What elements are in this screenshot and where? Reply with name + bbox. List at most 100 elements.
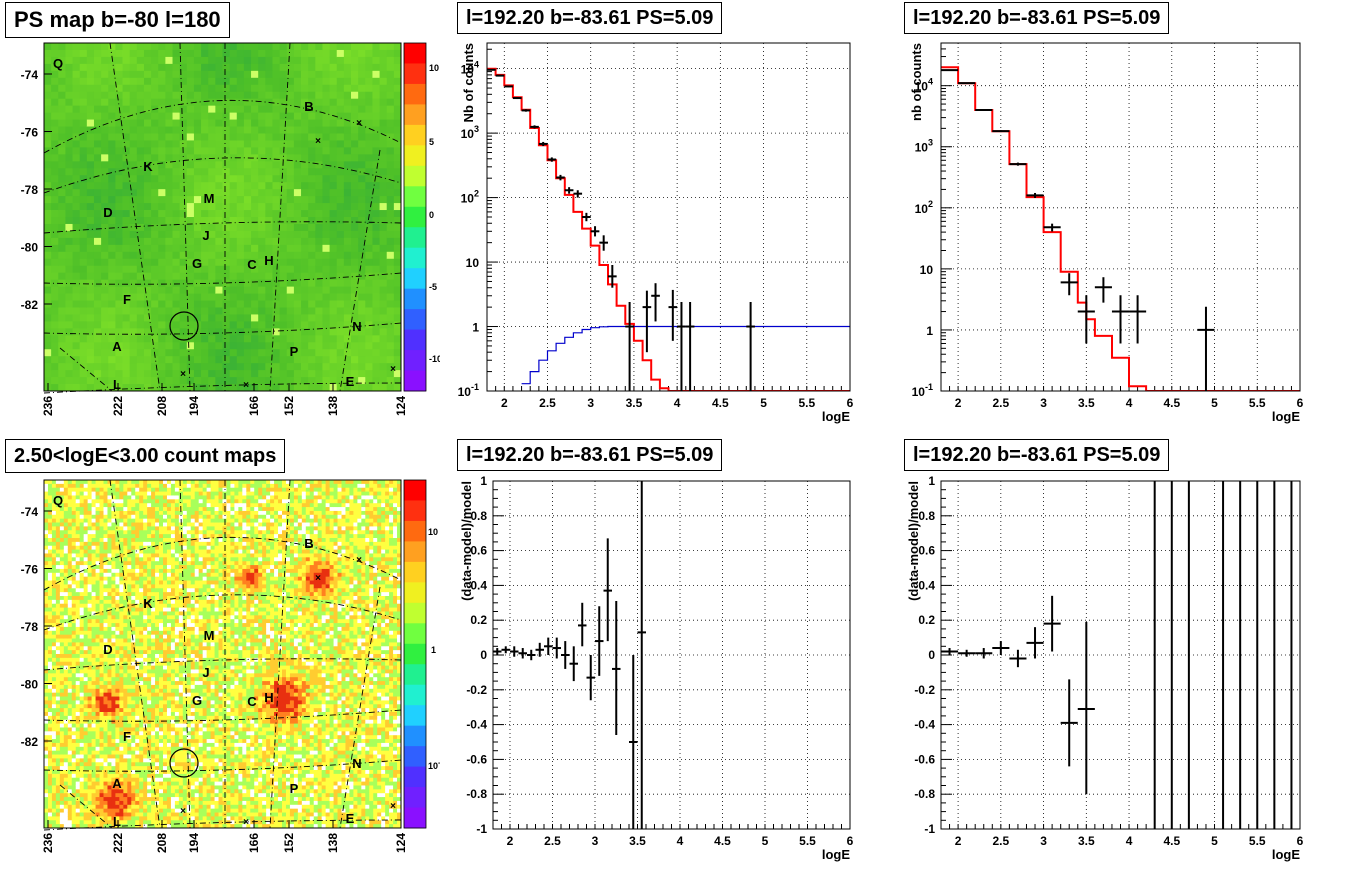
x-tick-label: 5.5 bbox=[1249, 396, 1266, 410]
data-point bbox=[1112, 295, 1129, 343]
colorbar-tick-label: -10 bbox=[429, 354, 440, 364]
data-point bbox=[629, 655, 638, 829]
map-image bbox=[44, 480, 401, 828]
x-tick-label: 3.5 bbox=[1078, 834, 1095, 848]
data-point bbox=[573, 190, 582, 197]
data-point bbox=[582, 213, 591, 221]
data-point bbox=[513, 97, 522, 99]
series-1-step-line bbox=[522, 327, 850, 384]
y-tick-label: 10-1 bbox=[912, 382, 933, 399]
x-tick-label: 6 bbox=[1297, 834, 1304, 848]
data-point bbox=[643, 291, 652, 353]
x-tick-label: 166 bbox=[247, 833, 261, 853]
x-tick-label: 152 bbox=[282, 396, 296, 416]
x-tick-label: 2 bbox=[955, 396, 962, 410]
data-point bbox=[677, 302, 686, 391]
data-point bbox=[686, 302, 695, 391]
cross-marker: × bbox=[390, 364, 396, 375]
x-tick-label: 5.5 bbox=[1249, 834, 1266, 848]
colorbar-tick-label: -5 bbox=[429, 282, 437, 292]
y-axis-title: Nb of counts bbox=[461, 43, 476, 122]
cross-marker: × bbox=[356, 118, 362, 129]
x-tick-label: 194 bbox=[187, 833, 201, 853]
colorbar-tick-label: 10 bbox=[428, 527, 438, 537]
x-tick-label: 2 bbox=[507, 834, 514, 848]
source-label-j: J bbox=[202, 665, 209, 680]
data-point bbox=[746, 302, 755, 391]
data-point bbox=[487, 69, 496, 70]
y-tick-label: 102 bbox=[461, 189, 479, 206]
x-tick-label: 2 bbox=[501, 396, 508, 410]
y-tick-label: -82 bbox=[21, 735, 39, 749]
x-tick-label: 3 bbox=[1040, 834, 1047, 848]
source-label-e: E bbox=[346, 811, 355, 826]
source-label-h: H bbox=[264, 690, 273, 705]
data-point bbox=[595, 606, 604, 676]
data-point bbox=[544, 638, 553, 655]
colorbar-tick-label: 1 bbox=[431, 645, 436, 655]
source-label-b: B bbox=[304, 536, 313, 551]
data-point bbox=[1078, 622, 1095, 794]
y-tick-label: -1 bbox=[476, 822, 487, 836]
data-point bbox=[502, 646, 511, 653]
data-point bbox=[958, 83, 975, 84]
cross-marker: × bbox=[390, 801, 396, 812]
source-label-n: N bbox=[352, 756, 361, 771]
x-axis-title: logE bbox=[822, 409, 850, 424]
x-tick-label: 4 bbox=[677, 834, 684, 848]
cross-marker: × bbox=[243, 380, 249, 391]
data-point bbox=[578, 603, 587, 647]
ps-map-title: PS map b=-80 l=180 bbox=[5, 2, 230, 38]
source-label-g: G bbox=[192, 256, 202, 271]
y-tick-label: -0.6 bbox=[914, 752, 935, 766]
data-point bbox=[565, 187, 574, 193]
data-point bbox=[604, 538, 613, 641]
source-label-f: F bbox=[123, 292, 131, 307]
data-point bbox=[941, 648, 958, 655]
data-point bbox=[536, 643, 545, 657]
y-tick-label: -0.2 bbox=[466, 683, 487, 697]
y-tick-label: -82 bbox=[21, 298, 39, 312]
x-tick-label: 2.5 bbox=[992, 834, 1009, 848]
series-0-step-line bbox=[487, 69, 850, 391]
source-label-b: B bbox=[304, 99, 313, 114]
y-tick-label: 0.2 bbox=[470, 613, 487, 627]
plot-frame bbox=[493, 481, 850, 829]
x-tick-label: 3.5 bbox=[1078, 396, 1095, 410]
data-point bbox=[1095, 277, 1112, 302]
plot-frame bbox=[487, 43, 850, 391]
data-point bbox=[992, 130, 1009, 132]
data-point bbox=[591, 226, 600, 236]
cross-marker: × bbox=[315, 573, 321, 584]
cross-marker: × bbox=[180, 806, 186, 817]
x-tick-label: 138 bbox=[326, 396, 340, 416]
x-tick-label: 6 bbox=[847, 396, 854, 410]
y-tick-label: 10-1 bbox=[458, 382, 479, 399]
x-tick-label: 4 bbox=[674, 396, 681, 410]
data-point bbox=[958, 650, 975, 657]
x-tick-label: 3.5 bbox=[629, 834, 646, 848]
spectrum-plot-rebinned-title: l=192.20 b=-83.61 PS=5.09 bbox=[904, 2, 1169, 34]
x-tick-label: 3 bbox=[592, 834, 599, 848]
cross-marker: × bbox=[356, 555, 362, 566]
x-tick-label: 4.5 bbox=[1163, 396, 1180, 410]
y-axis-title: nb of counts bbox=[909, 43, 924, 121]
x-tick-label: 5 bbox=[1211, 396, 1218, 410]
data-point bbox=[651, 283, 660, 321]
x-axis-title: logE bbox=[1272, 409, 1300, 424]
source-label-c: C bbox=[247, 694, 257, 709]
source-label-p: P bbox=[290, 344, 299, 359]
y-tick-label: -76 bbox=[21, 563, 39, 577]
x-tick-label: 3.5 bbox=[626, 396, 643, 410]
y-tick-label: -74 bbox=[21, 68, 39, 82]
x-tick-label: 236 bbox=[41, 833, 55, 853]
x-tick-label: 4 bbox=[1126, 834, 1133, 848]
y-axis-title: (data-model)/model bbox=[906, 481, 921, 601]
